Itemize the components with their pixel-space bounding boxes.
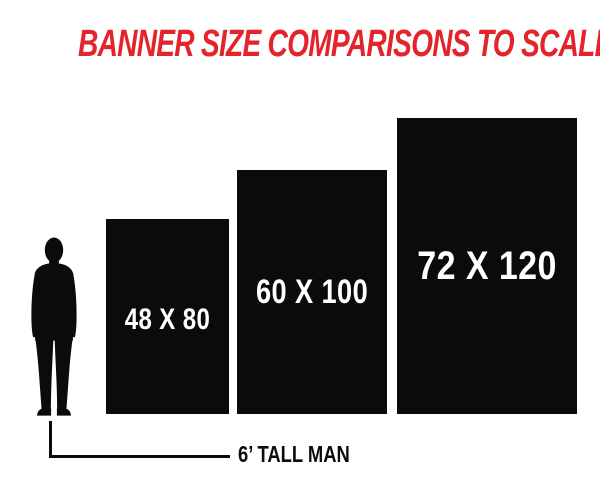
banner-72x120: 72 X 120 bbox=[397, 118, 577, 414]
callout-line-horizontal bbox=[49, 455, 230, 458]
banner-60x100: 60 X 100 bbox=[237, 170, 387, 414]
man-silhouette-icon bbox=[31, 237, 77, 416]
page-title: BANNER SIZE COMPARISONS TO SCALE bbox=[78, 23, 600, 65]
banner-size-label: 48 X 80 bbox=[124, 302, 211, 336]
reference-man-label: 6’ TALL MAN bbox=[238, 441, 350, 467]
banner-size-label: 72 X 120 bbox=[417, 243, 557, 288]
banner-48x80: 48 X 80 bbox=[106, 219, 229, 414]
banner-size-label: 60 X 100 bbox=[255, 272, 369, 311]
callout-line-vertical bbox=[49, 421, 52, 458]
